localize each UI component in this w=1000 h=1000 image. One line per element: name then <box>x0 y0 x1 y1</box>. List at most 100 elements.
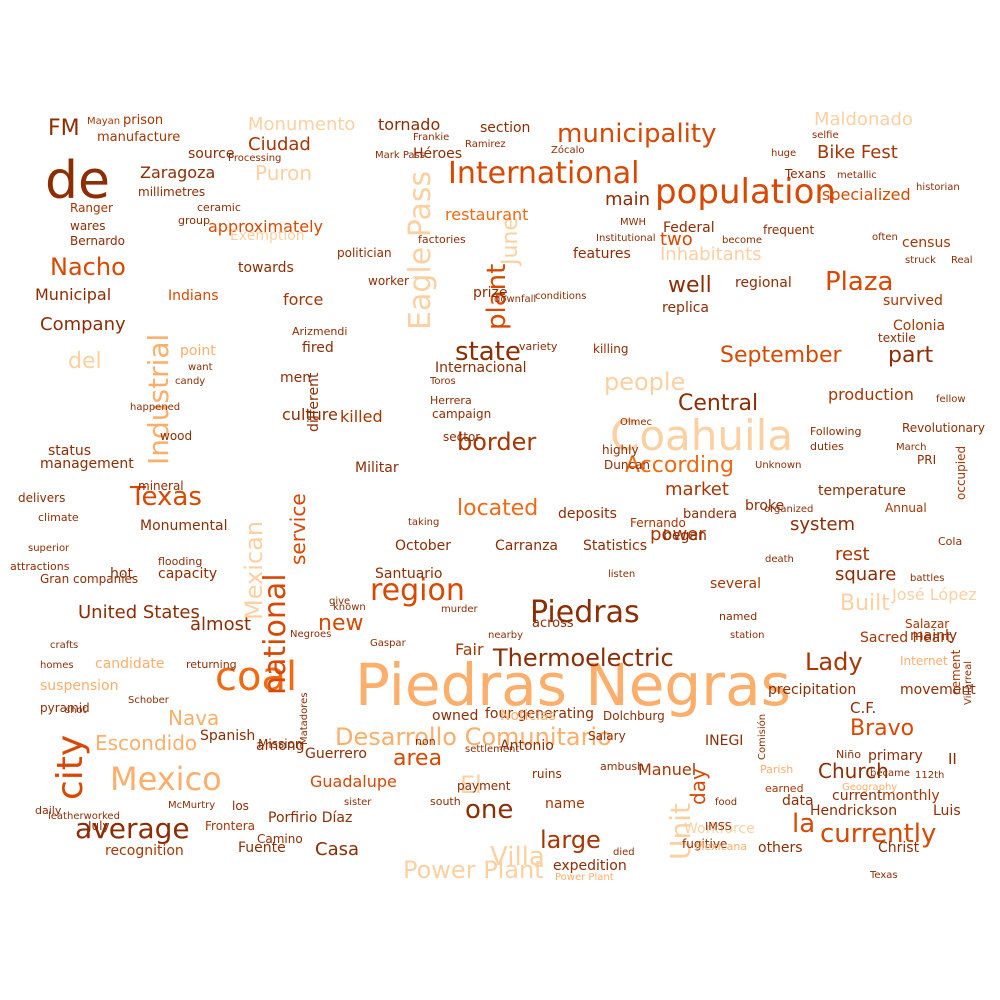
cloud-word: Texas <box>869 870 898 881</box>
cloud-word: specialized <box>822 185 911 204</box>
cloud-word: Casa <box>315 839 359 860</box>
cloud-word: de <box>45 151 110 211</box>
cloud-word: Maldonado <box>814 109 913 130</box>
cloud-word: recognition <box>105 843 184 859</box>
cloud-word: Olmec <box>620 417 652 428</box>
cloud-word: approximately <box>208 217 323 236</box>
cloud-word: Zócalo <box>551 144 585 156</box>
cloud-word: sector <box>443 430 480 444</box>
cloud-word: daily <box>35 804 62 817</box>
cloud-word: ambush <box>600 760 644 773</box>
cloud-word: organized <box>764 504 813 515</box>
cloud-word: two <box>660 229 693 250</box>
cloud-word: Frankie <box>413 132 449 143</box>
cloud-word: suspension <box>40 678 118 694</box>
cloud-word: Gran companies <box>40 572 138 586</box>
cloud-word: part <box>888 343 933 368</box>
cloud-word: Schober <box>128 695 170 706</box>
cloud-word: homes <box>40 660 74 671</box>
cloud-word: section <box>480 120 530 136</box>
cloud-word: killed <box>340 407 383 426</box>
cloud-word: Carranza <box>495 538 558 554</box>
cloud-word: survived <box>883 293 943 309</box>
cloud-word: factories <box>418 233 466 246</box>
cloud-word: sister <box>344 797 372 808</box>
cloud-word: border <box>457 428 536 456</box>
cloud-word: Fair <box>455 640 484 659</box>
cloud-word: Mayan <box>87 116 120 127</box>
cloud-word: United States <box>78 602 200 623</box>
cloud-word: ruins <box>532 767 562 781</box>
cloud-word: variety <box>519 340 558 353</box>
cloud-word: Exemption <box>230 228 305 244</box>
cloud-word: men <box>280 370 311 386</box>
cloud-word: service <box>286 493 310 565</box>
cloud-word: bandera <box>683 507 737 522</box>
cloud-word: Frontera <box>205 819 255 833</box>
cloud-word: Indians <box>168 288 219 304</box>
cloud-word: city <box>50 735 91 800</box>
cloud-word: murder <box>441 604 479 615</box>
cloud-word: Geography <box>842 782 897 793</box>
cloud-word: across <box>532 616 574 631</box>
cloud-word: deposits <box>558 506 617 522</box>
cloud-word: Mark Pass <box>375 150 425 161</box>
cloud-word: Escondido <box>95 731 197 755</box>
cloud-word: Villa <box>490 842 545 872</box>
cloud-word: Noticias <box>500 708 556 724</box>
cloud-word: campaign <box>432 407 491 421</box>
cloud-word: non <box>415 735 436 748</box>
cloud-word: struck <box>905 255 936 266</box>
cloud-word: became <box>870 768 910 779</box>
cloud-word: manufacture <box>97 130 180 145</box>
cloud-word: station <box>730 630 764 641</box>
cloud-word: almost <box>190 614 251 635</box>
cloud-word: Héroes <box>413 146 462 162</box>
cloud-word: taking <box>408 517 439 528</box>
cloud-word: historian <box>916 182 960 193</box>
cloud-word: politician <box>337 246 392 260</box>
cloud-word: Antonio <box>500 738 554 754</box>
cloud-word: downfall <box>494 294 536 305</box>
cloud-word: population <box>655 172 836 212</box>
cloud-word: Manuel <box>638 760 696 779</box>
cloud-word: Institutional <box>596 233 656 244</box>
cloud-word: Parish <box>760 763 793 776</box>
cloud-word: Eagle Pass <box>403 171 438 330</box>
cloud-word: management <box>40 456 134 472</box>
cloud-word: Built <box>840 591 890 616</box>
cloud-word: El <box>460 771 482 799</box>
cloud-word: Arizmendi <box>292 325 347 338</box>
cloud-word: culture <box>282 405 338 424</box>
cloud-word: Mexico <box>110 760 222 798</box>
cloud-word: Ranger <box>70 201 113 215</box>
cloud-word: owned <box>432 708 478 724</box>
cloud-word: well <box>668 273 712 298</box>
cloud-word: Piedras <box>530 595 640 630</box>
cloud-word: want <box>188 362 213 373</box>
cloud-word: Piedras Negras <box>355 651 791 719</box>
cloud-word: Puron <box>255 161 312 185</box>
cloud-word: Salary <box>588 729 626 743</box>
cloud-word: broke <box>745 498 784 514</box>
cloud-word: named <box>719 610 757 623</box>
cloud-word: hot <box>110 566 133 582</box>
cloud-word: returning <box>186 658 237 671</box>
cloud-word: prize <box>473 285 508 301</box>
cloud-word: leatherworked <box>48 811 120 822</box>
cloud-word: fired <box>302 340 334 356</box>
cloud-word: Central <box>678 391 758 416</box>
cloud-word: Villarreal <box>963 661 974 705</box>
cloud-word: frequent <box>763 223 814 237</box>
cloud-word: Texans <box>784 167 826 181</box>
cloud-word: census <box>902 235 951 251</box>
cloud-word: Plaza <box>825 267 893 297</box>
cloud-word: Christ <box>878 840 920 856</box>
cloud-word: market <box>665 479 729 500</box>
cloud-word: primary <box>868 748 923 764</box>
cloud-word: fugitive <box>682 837 727 851</box>
cloud-word: According <box>625 453 734 478</box>
cloud-word: Toros <box>429 376 456 387</box>
cloud-word: killing <box>593 342 629 356</box>
cloud-word: Camino <box>257 832 303 846</box>
